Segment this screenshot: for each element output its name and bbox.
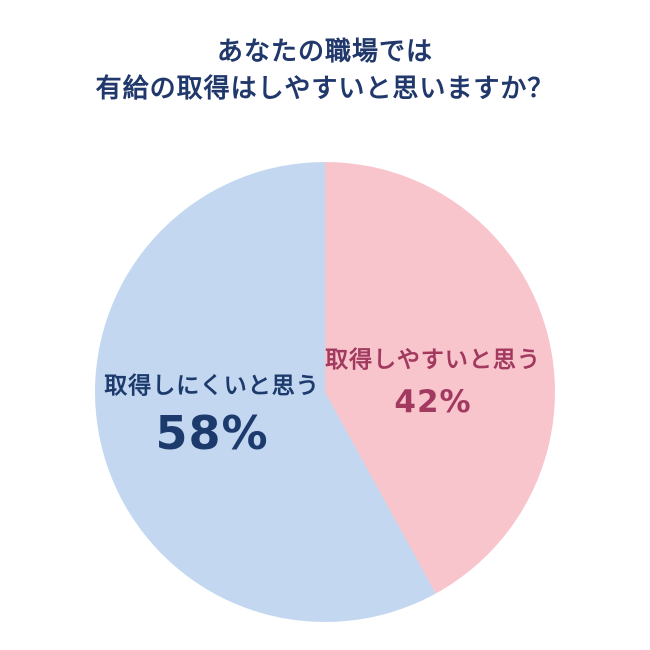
chart-title: あなたの職場では 有給の取得はしやすいと思いますか？ xyxy=(0,34,650,108)
slice-label-hard: 取得しにくいと思う 58% xyxy=(98,366,326,460)
chart-title-line2: 有給の取得はしやすいと思いますか？ xyxy=(95,74,555,104)
slice-label-easy: 取得しやすいと思う 42% xyxy=(318,340,548,420)
slice-hard-name: 取得しにくいと思う xyxy=(104,373,320,399)
slice-hard-percent: 58% xyxy=(155,406,269,460)
chart-title-line1: あなたの職場では xyxy=(216,37,433,67)
slice-easy-percent: 42% xyxy=(394,384,472,420)
slice-easy-name: 取得しやすいと思う xyxy=(325,347,541,373)
pie-chart xyxy=(95,162,555,622)
